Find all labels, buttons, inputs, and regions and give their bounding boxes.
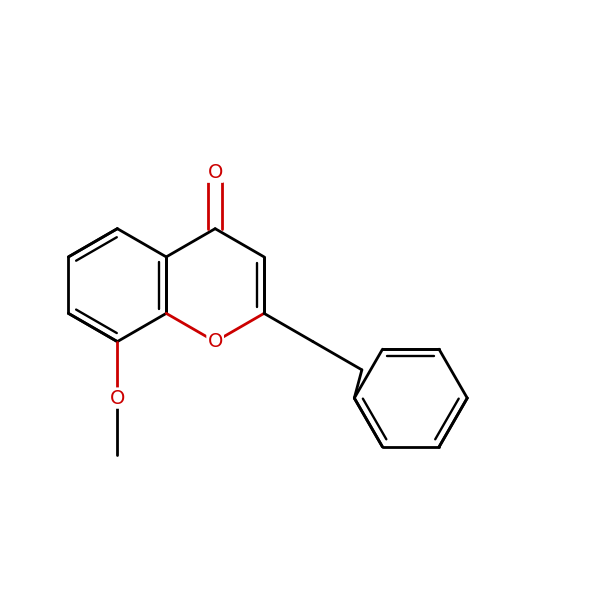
Text: O: O [110,389,125,407]
Text: O: O [208,332,223,351]
Text: O: O [208,163,223,182]
